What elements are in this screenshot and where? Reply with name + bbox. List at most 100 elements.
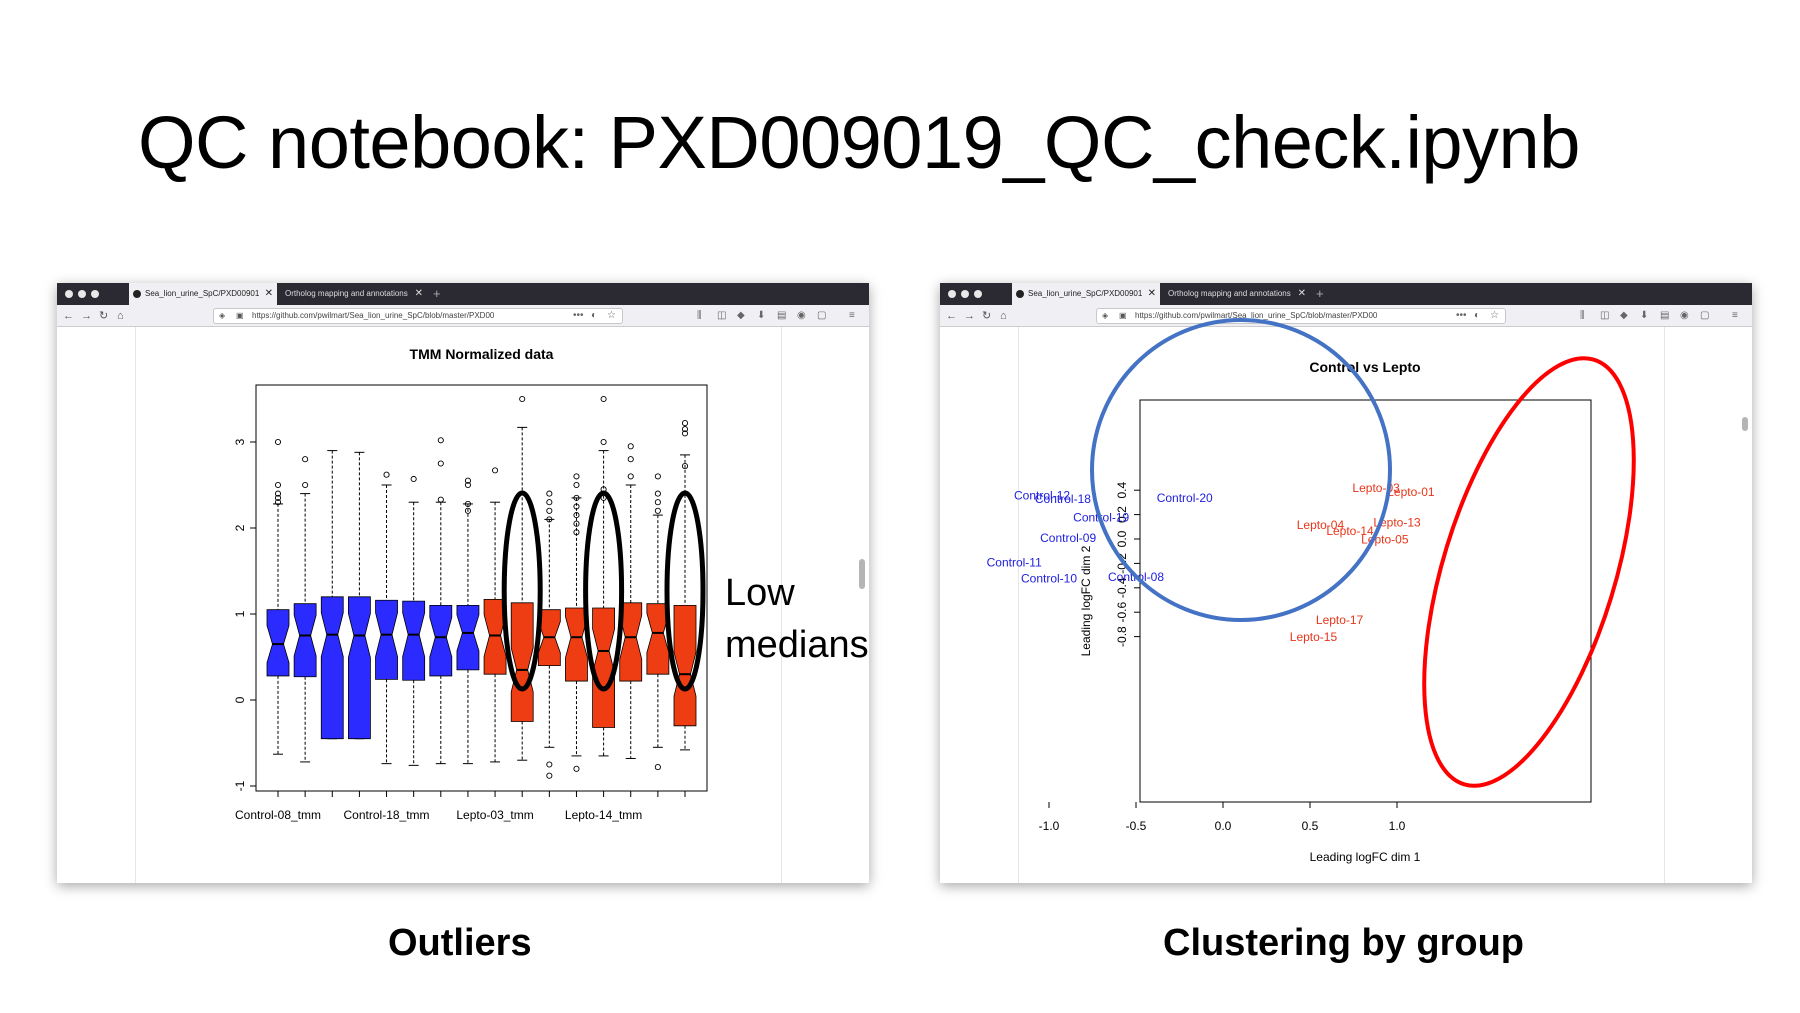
pocket-icon[interactable]: ◐ [591, 310, 598, 321]
more-actions-icon[interactable]: ••• [573, 310, 584, 321]
tab-active[interactable]: Sea_lion_urine_SpC/PXD00901 ✕ [1012, 283, 1160, 305]
library-icon[interactable]: ⫼ [1580, 310, 1585, 321]
y-tick-label: 1 [233, 610, 247, 617]
point-label: Lepto-13 [1373, 515, 1421, 529]
library-icon[interactable]: ⫼ [697, 310, 702, 321]
new-tab-icon[interactable]: + [1316, 286, 1324, 301]
extension-icon[interactable]: ◆ [737, 310, 745, 321]
back-icon[interactable]: ← [946, 310, 957, 322]
point-label: Control-20 [1157, 491, 1213, 505]
x-tick-label: 0.5 [1302, 819, 1319, 833]
url-bar[interactable]: ◈ ▣ https://github.com/pwilmart/Sea_lion… [1096, 308, 1506, 324]
menu-icon[interactable]: ≡ [849, 310, 855, 321]
window-close-dot[interactable] [948, 290, 956, 298]
content-border [1664, 327, 1665, 883]
back-icon[interactable]: ← [63, 310, 74, 322]
outlier-point [600, 438, 607, 446]
outlier-point [573, 520, 580, 527]
point-label: Lepto-17 [1316, 613, 1364, 627]
scrollbar-thumb[interactable] [1742, 417, 1748, 431]
tab-inactive-label: Ortholog mapping and annotations [1168, 289, 1291, 298]
lock-icon: ▣ [236, 311, 244, 320]
x-tick-label: Control-08_tmm [235, 808, 321, 822]
lepto-cluster-ellipse [1422, 356, 1636, 788]
bookmark-star-icon[interactable]: ☆ [607, 310, 616, 321]
url-bar[interactable]: ◈ ▣ https://github.com/pwilmart/Sea_lion… [213, 308, 623, 324]
shield-icon: ◈ [1102, 311, 1109, 320]
menu-icon[interactable]: ≡ [1732, 310, 1738, 321]
reload-icon[interactable]: ↻ [982, 310, 992, 322]
extension-icon[interactable]: ◆ [1620, 310, 1628, 321]
sidebar-icon[interactable]: ◫ [717, 310, 727, 321]
screenshot-icon[interactable]: ▢ [817, 310, 827, 321]
outlier-point [437, 437, 444, 444]
tab-inactive[interactable]: Ortholog mapping and annotations ✕ [279, 283, 427, 305]
outlier-point [600, 395, 607, 403]
outlier-point [546, 499, 553, 506]
reader-icon[interactable]: ▤ [1660, 310, 1670, 321]
sidebar-icon[interactable]: ◫ [1600, 310, 1610, 321]
window-maximize-dot[interactable] [974, 290, 982, 298]
y-tick-label: -0.6 [1115, 602, 1129, 623]
boxplot-chart: TMM Normalized data -1 0 1 2 3 Control-08_tmm C… [233, 346, 708, 822]
annotation-line-1: Low [725, 572, 795, 614]
outlier-point [546, 516, 553, 523]
annotation-line-2: medians [725, 624, 869, 666]
download-icon[interactable]: ⬇ [1640, 310, 1649, 321]
box [375, 599, 398, 680]
outlier-point [573, 529, 580, 536]
box [293, 603, 317, 678]
window-maximize-dot[interactable] [91, 290, 99, 298]
window-minimize-dot[interactable] [961, 290, 969, 298]
pocket-icon[interactable]: ◐ [1474, 310, 1481, 321]
bookmark-star-icon[interactable]: ☆ [1490, 310, 1499, 321]
outlier-point [573, 512, 580, 519]
url-text: https://github.com/pwilmart/Sea_lion_uri… [1135, 311, 1378, 320]
close-tab-icon[interactable]: ✕ [1147, 288, 1156, 299]
github-icon [133, 290, 141, 298]
plot-frame [1139, 399, 1592, 803]
outlier-point [546, 772, 553, 779]
new-tab-icon[interactable]: + [433, 286, 441, 301]
reload-icon[interactable]: ↻ [99, 310, 109, 322]
outlier-point [573, 503, 580, 510]
y-tick-label: 0.4 [1115, 482, 1129, 499]
x-axis-label: Leading logFC dim 1 [1310, 850, 1421, 864]
close-tab-icon[interactable]: ✕ [414, 288, 423, 299]
more-actions-icon[interactable]: ••• [1456, 310, 1467, 321]
box [673, 604, 697, 727]
point-label: Control-10 [1021, 571, 1077, 585]
sync-icon[interactable]: ◉ [1680, 310, 1689, 321]
outlier-point [681, 420, 689, 427]
outlier-point [573, 494, 580, 501]
close-tab-icon[interactable]: ✕ [1297, 288, 1306, 299]
x-tick-label: 1.0 [1389, 819, 1406, 833]
screenshot-icon[interactable]: ▢ [1700, 310, 1710, 321]
outlier-point [546, 507, 553, 514]
x-tick-label: Lepto-14_tmm [565, 808, 642, 822]
forward-icon[interactable]: → [81, 310, 92, 322]
tab-active-label: Sea_lion_urine_SpC/PXD00901 [145, 289, 260, 298]
box [456, 604, 480, 671]
sync-icon[interactable]: ◉ [797, 310, 806, 321]
download-icon[interactable]: ⬇ [757, 310, 766, 321]
close-tab-icon[interactable]: ✕ [264, 288, 273, 299]
mds-scatter-chart: Control vs Lepto -1.0 -0.5 0.0 0.5 1.0 -0.8 -0.… [987, 318, 1636, 864]
home-icon[interactable]: ⌂ [117, 310, 124, 322]
reader-icon[interactable]: ▤ [777, 310, 787, 321]
x-tick-label: 0.0 [1215, 819, 1232, 833]
outlier-point [654, 499, 661, 506]
chart-title: Control vs Lepto [1309, 359, 1420, 375]
forward-icon[interactable]: → [964, 310, 975, 322]
title-bar: Sea_lion_urine_SpC/PXD00901 ✕ Ortholog m… [57, 283, 869, 305]
box [347, 596, 371, 740]
tab-inactive[interactable]: Ortholog mapping and annotations ✕ [1162, 283, 1310, 305]
nav-bar: ← → ↻ ⌂ ◈ ▣ https://github.com/pwilmart/… [940, 305, 1752, 327]
box [592, 607, 615, 728]
home-icon[interactable]: ⌂ [1000, 310, 1007, 322]
window-close-dot[interactable] [65, 290, 73, 298]
tab-active[interactable]: Sea_lion_urine_SpC/PXD00901 ✕ [129, 283, 277, 305]
window-minimize-dot[interactable] [78, 290, 86, 298]
scrollbar-thumb[interactable] [859, 559, 865, 589]
outlier-point [573, 765, 580, 772]
